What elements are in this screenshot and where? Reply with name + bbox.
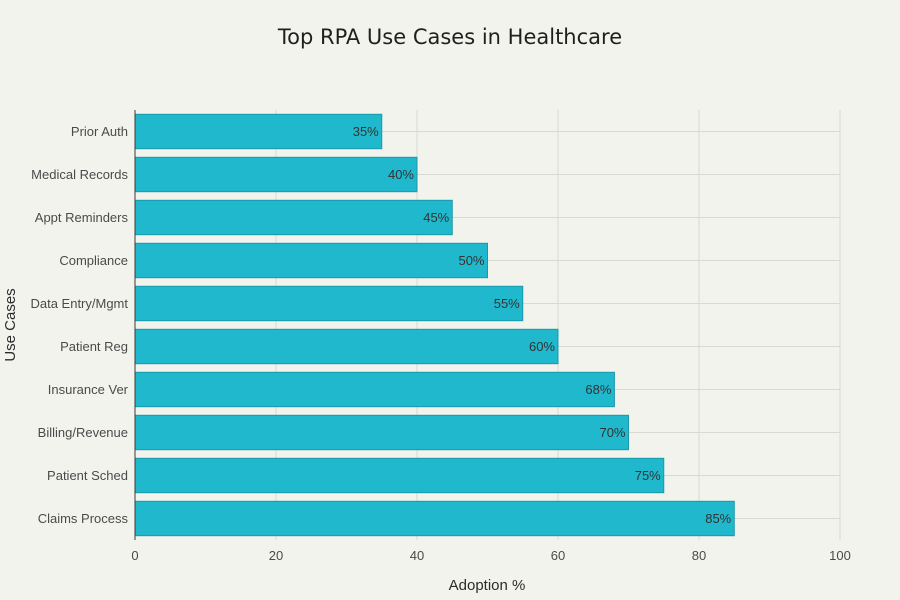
data-labels: 85% 75% 70% 68% 60% 55% 50% 45% 40% 35% <box>353 124 732 526</box>
category-label-5: Data Entry/Mgmt <box>30 296 128 311</box>
category-label-2: Billing/Revenue <box>38 425 128 440</box>
category-label-9: Prior Auth <box>71 124 128 139</box>
x-tick-labels: 0 20 40 60 80 100 <box>131 548 850 563</box>
bars <box>134 113 735 537</box>
bar-2[interactable] <box>134 414 629 451</box>
bar-9[interactable] <box>134 113 383 150</box>
bar-value-label-0: 85% <box>705 511 731 526</box>
category-label-6: Compliance <box>59 253 128 268</box>
x-axis-title: Adoption % <box>449 577 526 594</box>
y-tick-labels: Claims Process Patient Sched Billing/Reven… <box>30 124 128 526</box>
y-axis-title: Use Cases <box>2 288 19 361</box>
x-tick-label-3: 60 <box>551 548 565 563</box>
category-label-3: Insurance Ver <box>48 382 129 397</box>
bar-value-label-9: 35% <box>353 124 379 139</box>
category-label-7: Appt Reminders <box>35 210 129 225</box>
bar-8[interactable] <box>134 156 418 193</box>
bar-1[interactable] <box>134 457 665 494</box>
bar-value-label-1: 75% <box>635 468 661 483</box>
x-tick-label-5: 100 <box>829 548 851 563</box>
bar-5[interactable] <box>134 285 524 322</box>
category-label-0: Claims Process <box>38 511 129 526</box>
bar-value-label-3: 68% <box>585 382 611 397</box>
bar-value-label-6: 50% <box>458 253 484 268</box>
chart-title: Top RPA Use Cases in Healthcare <box>277 25 622 49</box>
bar-value-label-7: 45% <box>423 210 449 225</box>
bar-3[interactable] <box>134 371 615 408</box>
x-tick-label-2: 40 <box>410 548 424 563</box>
bar-value-label-4: 60% <box>529 339 555 354</box>
bar-value-label-5: 55% <box>494 296 520 311</box>
x-tick-label-4: 80 <box>692 548 706 563</box>
category-label-4: Patient Reg <box>60 339 128 354</box>
bar-4[interactable] <box>134 328 559 365</box>
x-tick-label-1: 20 <box>269 548 283 563</box>
bar-value-label-8: 40% <box>388 167 414 182</box>
x-tick-label-0: 0 <box>131 548 138 563</box>
bar-0[interactable] <box>134 500 735 537</box>
bar-value-label-2: 70% <box>599 425 625 440</box>
category-label-8: Medical Records <box>31 167 128 182</box>
bar-7[interactable] <box>134 199 453 236</box>
category-label-1: Patient Sched <box>47 468 128 483</box>
bar-6[interactable] <box>134 242 488 279</box>
